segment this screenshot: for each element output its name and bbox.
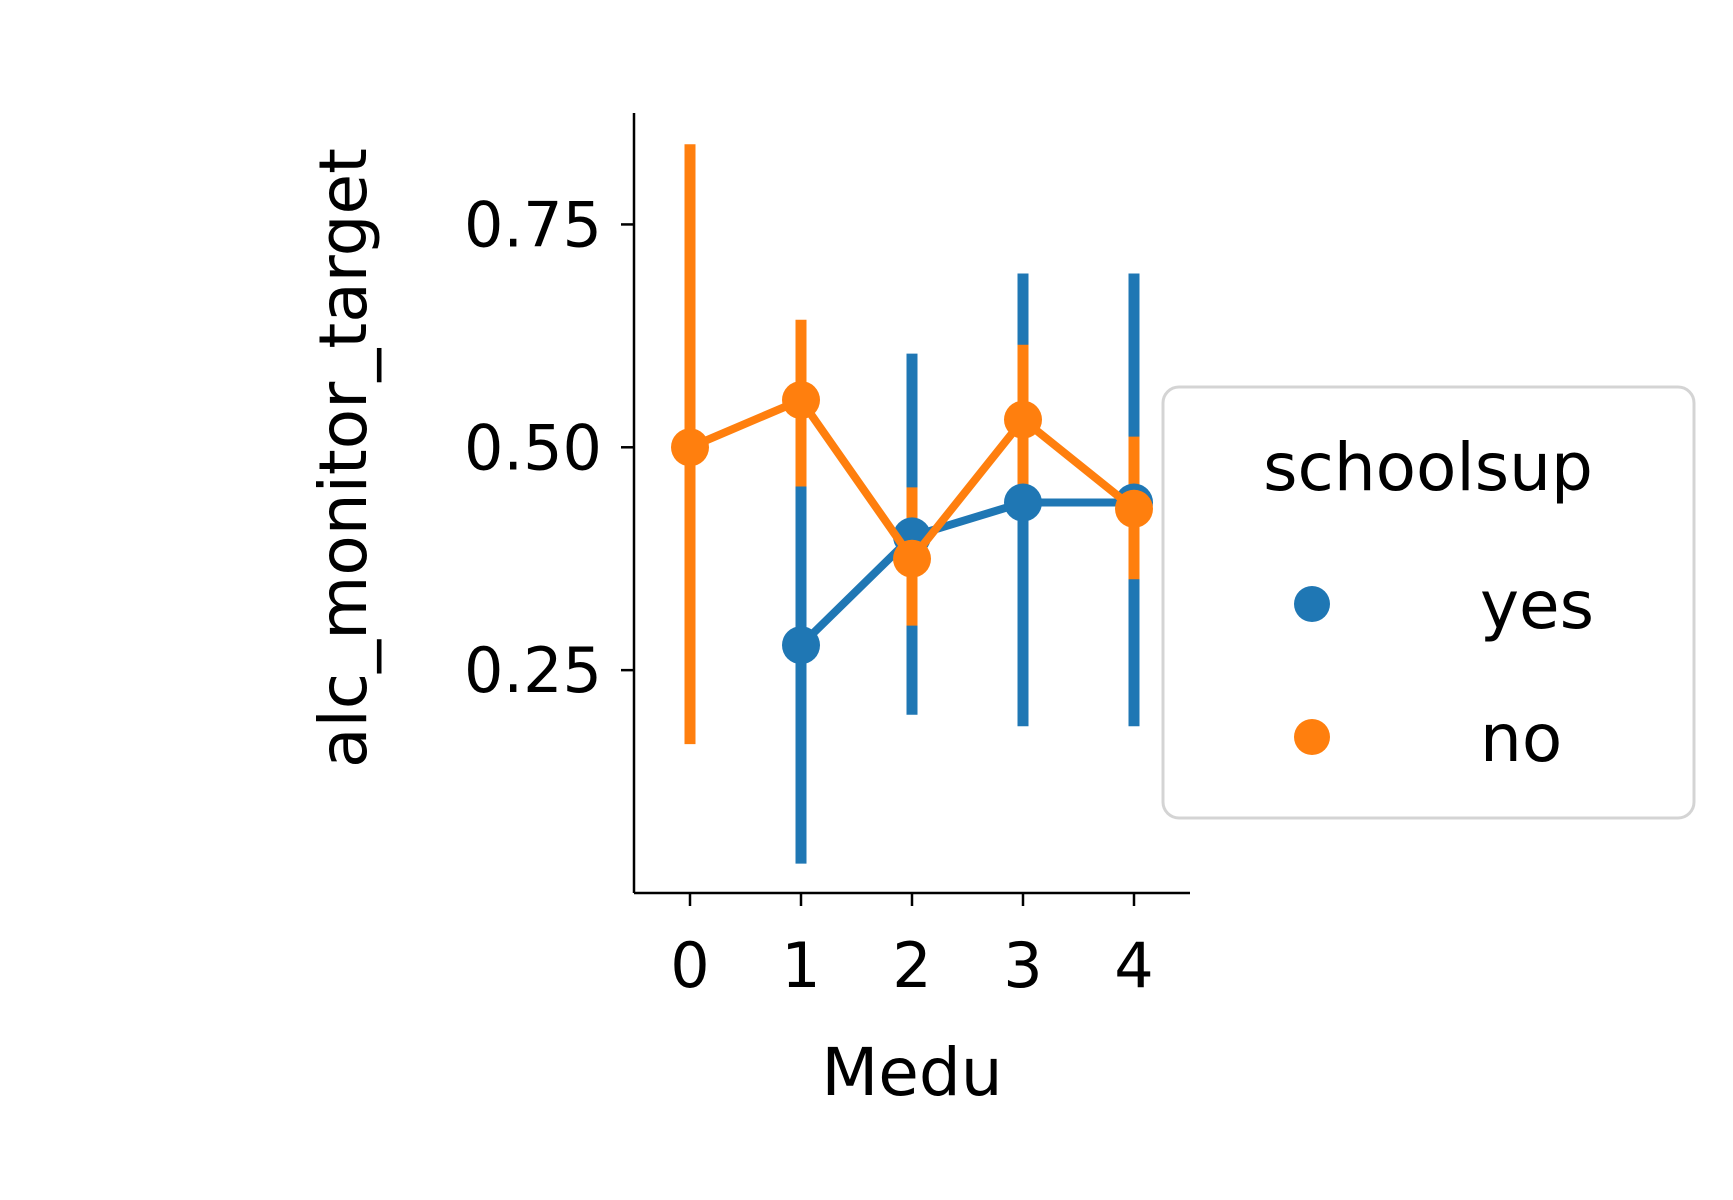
plot-area <box>671 144 1153 864</box>
x-tick-label: 0 <box>670 929 709 1002</box>
data-point-no <box>1004 400 1042 439</box>
legend-marker-no <box>1294 719 1330 755</box>
x-axis-label: Medu <box>821 1034 1002 1111</box>
data-point-no <box>671 428 709 467</box>
legend-label-yes: yes <box>1480 567 1594 644</box>
data-point-no <box>1115 489 1153 528</box>
x-tick-label: 2 <box>892 929 931 1002</box>
legend-label-no: no <box>1480 700 1562 777</box>
data-point-no <box>893 539 931 578</box>
legend-entries: yes no <box>1294 567 1594 777</box>
legend-frame <box>1161 385 1696 820</box>
x-tick-label: 1 <box>781 929 820 1002</box>
legend: schoolsup yes no <box>1161 385 1696 820</box>
axes: 0.25 0.50 0.75 0 1 2 3 4 <box>464 113 1190 1002</box>
y-axis-label: alc_monitor_target <box>305 148 382 768</box>
legend-marker-yes <box>1294 586 1330 622</box>
data-point-yes <box>782 626 820 665</box>
y-tick-label: 0.75 <box>464 188 602 261</box>
y-tick-label: 0.25 <box>464 634 602 707</box>
legend-title: schoolsup <box>1263 429 1593 506</box>
x-tick-label: 3 <box>1003 929 1042 1002</box>
data-point-yes <box>1004 483 1042 522</box>
series-line-yes <box>798 498 1134 649</box>
y-tick-label: 0.50 <box>464 411 602 484</box>
data-point-no <box>782 381 820 420</box>
x-tick-label: 4 <box>1114 929 1153 1002</box>
